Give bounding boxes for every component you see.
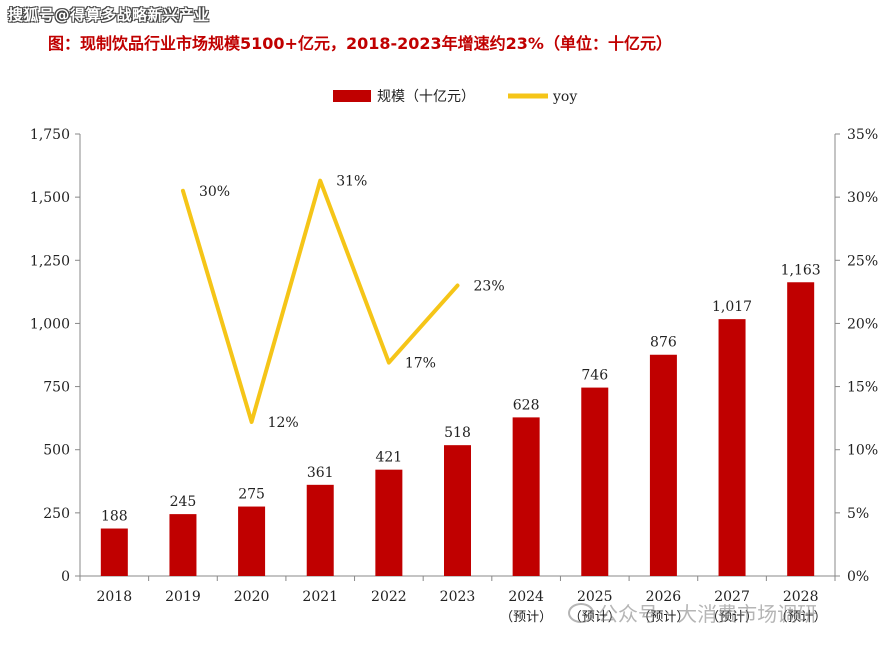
bar-data-label: 245 <box>170 494 197 510</box>
yoy-data-label: 30% <box>199 184 230 200</box>
x-tick-label: 2023 <box>440 589 476 605</box>
y-left-tick-label: 1,000 <box>30 316 70 332</box>
bar-data-label: 1,163 <box>781 262 821 278</box>
y-right-tick-label: 35% <box>847 127 878 143</box>
x-tick-label: 2025 <box>577 589 613 605</box>
x-tick-label: 2028 <box>783 589 819 605</box>
x-tick-label: 2019 <box>165 589 201 605</box>
bar <box>581 387 609 576</box>
watermark-bottom-text: 公众号 · 大消费市场调研 <box>598 602 818 626</box>
y-left-tick-label: 500 <box>43 443 70 459</box>
bar <box>787 282 815 576</box>
bar <box>718 319 746 576</box>
bar <box>306 484 334 576</box>
bar <box>169 514 197 576</box>
yoy-line <box>180 178 460 424</box>
bar <box>375 469 403 576</box>
bar-data-label: 518 <box>444 425 471 441</box>
y-right-tick-label: 20% <box>847 316 878 332</box>
bar-data-label: 876 <box>650 335 677 351</box>
legend-bar-swatch <box>333 90 371 102</box>
x-tick-sublabel: （预计） <box>706 610 758 625</box>
bar <box>649 354 677 576</box>
y-right-tick-label: 25% <box>847 253 878 269</box>
bar <box>238 506 266 576</box>
bar-data-label: 275 <box>238 487 265 503</box>
y-left-tick-label: 1,750 <box>30 127 70 143</box>
y-right-tick-label: 10% <box>847 443 878 459</box>
bar <box>100 528 128 576</box>
x-tick-label: 2018 <box>96 589 132 605</box>
bar-data-label: 421 <box>375 450 402 466</box>
x-tick-label: 2026 <box>646 589 682 605</box>
x-tick-sublabel: （预计） <box>775 610 827 625</box>
y-right-tick-label: 15% <box>847 380 878 396</box>
bar-data-label: 188 <box>101 509 128 525</box>
x-tick-label: 2027 <box>714 589 750 605</box>
chart-title: 图：现制饮品行业市场规模5100+亿元，2018-2023年增速约23%（单位：… <box>48 34 672 53</box>
yoy-data-label: 12% <box>268 415 299 431</box>
y-left-tick-label: 1,250 <box>30 253 70 269</box>
y-right-tick-label: 0% <box>847 569 869 585</box>
y-left-tick-label: 0 <box>61 569 70 585</box>
bar-data-label: 746 <box>581 368 608 384</box>
x-tick-sublabel: （预计） <box>637 610 689 625</box>
yoy-data-label: 17% <box>405 356 436 372</box>
y-left-tick-label: 750 <box>43 380 70 396</box>
x-tick-label: 2021 <box>302 589 338 605</box>
y-right-tick-label: 5% <box>847 506 869 522</box>
x-tick-label: 2022 <box>371 589 407 605</box>
bar-data-label: 361 <box>307 465 334 481</box>
bar <box>444 445 471 576</box>
y-left-tick-label: 1,500 <box>30 190 70 206</box>
x-tick-label: 2024 <box>508 589 544 605</box>
watermark-bottom: 公众号 · 大消费市场调研 <box>568 598 817 627</box>
x-tick-sublabel: （预计） <box>500 610 552 625</box>
watermark-top: 搜狐号@得算多战略新兴产业 <box>8 6 210 24</box>
bar <box>512 417 540 576</box>
bar-data-label: 1,017 <box>712 299 752 315</box>
bar-data-label: 628 <box>513 397 540 413</box>
y-right-tick-label: 30% <box>847 190 878 206</box>
x-tick-label: 2020 <box>234 589 270 605</box>
legend-line-label: yoy <box>552 89 577 105</box>
yoy-data-label: 23% <box>474 279 505 295</box>
yoy-data-label: 31% <box>336 174 367 190</box>
y-left-tick-label: 250 <box>43 506 70 522</box>
wechat-icon <box>568 602 594 623</box>
legend-bar-label: 规模（十亿元） <box>377 89 475 105</box>
